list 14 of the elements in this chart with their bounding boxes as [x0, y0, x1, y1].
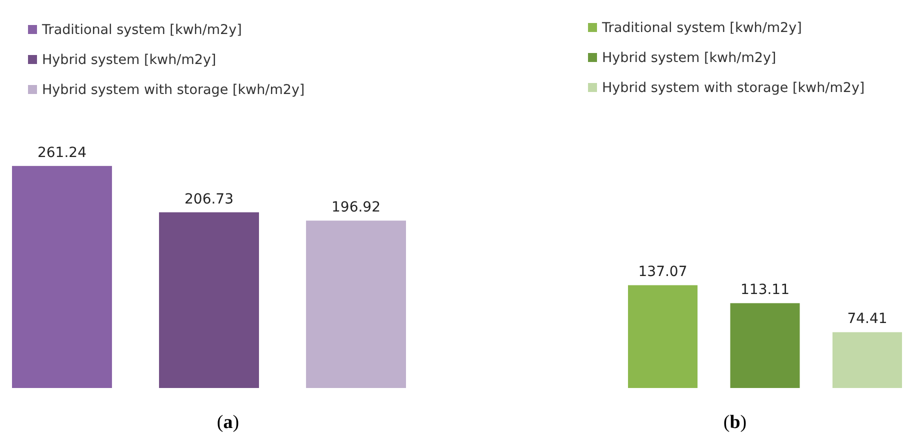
- data-label: 113.11: [740, 282, 790, 298]
- legend-label: Traditional system [kwh/m2y]: [41, 22, 242, 38]
- legend-label: Hybrid system with storage [kwh/m2y]: [602, 80, 865, 96]
- legend-label: Hybrid system with storage [kwh/m2y]: [42, 82, 305, 98]
- data-label: 261.24: [37, 144, 87, 161]
- data-label: 206.73: [184, 191, 234, 208]
- data-label: 74.41: [847, 311, 888, 328]
- text: (a): [216, 412, 240, 433]
- legend-label: Hybrid system [kwh/m2y]: [42, 52, 216, 68]
- data-label: 137.07: [638, 264, 688, 280]
- text: (b): [723, 412, 747, 433]
- legend-label: Hybrid system [kwh/m2y]: [602, 50, 776, 66]
- data-label: 196.92: [332, 200, 381, 216]
- legend-label: Traditional system [kwh/m2y]: [601, 20, 802, 36]
